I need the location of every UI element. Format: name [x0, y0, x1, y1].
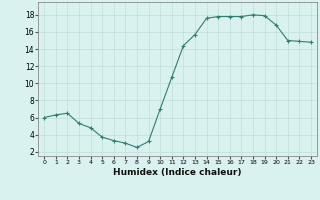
X-axis label: Humidex (Indice chaleur): Humidex (Indice chaleur) — [113, 168, 242, 177]
